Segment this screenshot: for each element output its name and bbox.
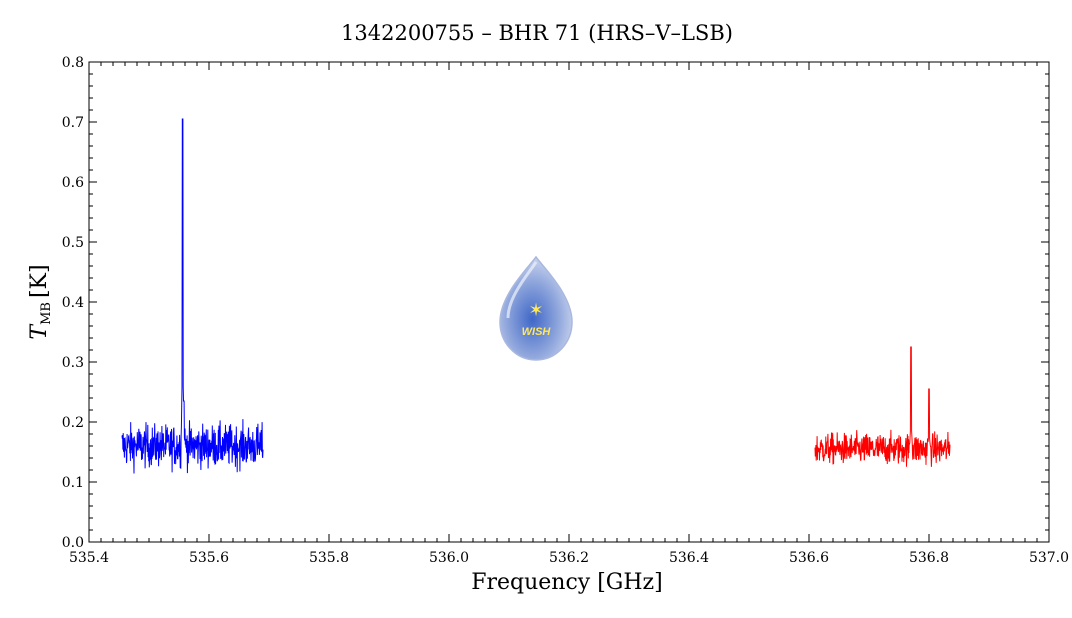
- x-tick-label: 536.0: [429, 550, 469, 566]
- y-tick-label: 0.3: [62, 355, 84, 371]
- y-tick-label: 0.6: [62, 175, 84, 191]
- x-tick-label: 536.2: [549, 550, 589, 566]
- wish-logo: ✶ WISH: [499, 255, 573, 361]
- x-tick-label: 535.8: [309, 550, 349, 566]
- y-tick-label: 0.5: [62, 235, 84, 251]
- chart-title: 1342200755 – BHR 71 (HRS–V–LSB): [341, 21, 733, 45]
- y-tick-label: 0.4: [62, 295, 84, 311]
- spectrum-series-1: [121, 118, 264, 474]
- x-tick-label: 536.4: [669, 550, 709, 566]
- plot-area: 535.4 535.6 535.8 536.0 536.2 536.4 536.6 536.8…: [62, 55, 1069, 566]
- x-tick-label: 536.6: [789, 550, 829, 566]
- x-tick-label: 535.4: [69, 550, 109, 566]
- x-tick-label: 536.8: [909, 550, 949, 566]
- star-icon: ✶: [528, 300, 543, 321]
- y-axis-label-main: T: [27, 323, 52, 340]
- logo-text: WISH: [522, 326, 552, 338]
- y-tick-label: 0.7: [62, 115, 84, 131]
- y-tick-label: 0.0: [62, 535, 84, 551]
- spectrum-series-2: [814, 346, 951, 467]
- x-axis-label: Frequency [GHz]: [471, 570, 663, 595]
- plot-frame: [88, 61, 1050, 543]
- y-axis-label-unit: [K]: [27, 264, 52, 298]
- y-tick-label: 0.2: [62, 415, 84, 431]
- y-tick-label: 0.1: [62, 475, 84, 491]
- x-tick-label: 535.6: [189, 550, 229, 566]
- y-axis-label-sub: MB: [39, 302, 54, 325]
- x-tick-label: 537.0: [1029, 550, 1069, 566]
- y-tick-label: 0.8: [62, 55, 84, 71]
- y-axis-label: TMB [K]: [27, 264, 54, 339]
- drop-shape: [499, 255, 573, 361]
